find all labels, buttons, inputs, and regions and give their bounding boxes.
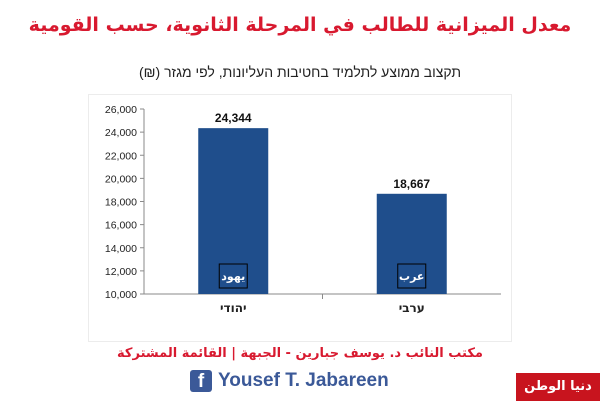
y-tick-label: 10,000 (105, 289, 137, 301)
y-tick-label: 26,000 (105, 104, 137, 116)
y-tick-label: 18,000 (105, 197, 137, 209)
bar-inner-label-box (218, 263, 248, 289)
y-tick-label: 16,000 (105, 220, 137, 232)
chart-main-title: معدل الميزانية للطالب في المرحلة الثانوي… (28, 14, 572, 36)
bar-inner-label: يهود (221, 270, 245, 283)
chart-subtitle: תקצוב ממוצע לתלמיד בחטיבות העליונות, לפי… (138, 64, 462, 80)
bar-inner-label-box (397, 263, 427, 289)
facebook-name: Yousef T. Jabareen (218, 370, 389, 391)
watermark-logo: دنيا الوطن (516, 373, 600, 401)
x-tick-label: ערבי (399, 301, 425, 315)
facebook-credit: f Yousef T. Jabareen (190, 370, 389, 392)
x-tick-label: יהודי (220, 301, 246, 315)
y-tick-label: 20,000 (105, 173, 137, 185)
bar-value-label: 24,344 (215, 111, 252, 125)
footer-office-credit: مكتب النائب د. يوسف جبارين - الجبهة | ال… (117, 346, 483, 361)
bar-inner-label: عرب (399, 270, 424, 283)
y-tick-label: 22,000 (105, 150, 137, 162)
y-tick-label: 12,000 (105, 266, 137, 278)
y-tick-label: 24,000 (105, 127, 137, 139)
chart-area: 10,000 12,000 14,000 16,000 18,000 20,000 22,0… (89, 95, 511, 341)
bar-chart: 10,000 12,000 14,000 16,000 18,000 20,000 22,0… (105, 104, 501, 315)
facebook-icon: f (190, 370, 212, 392)
bar-value-label: 18,667 (393, 177, 430, 191)
y-tick-label: 14,000 (105, 243, 137, 255)
